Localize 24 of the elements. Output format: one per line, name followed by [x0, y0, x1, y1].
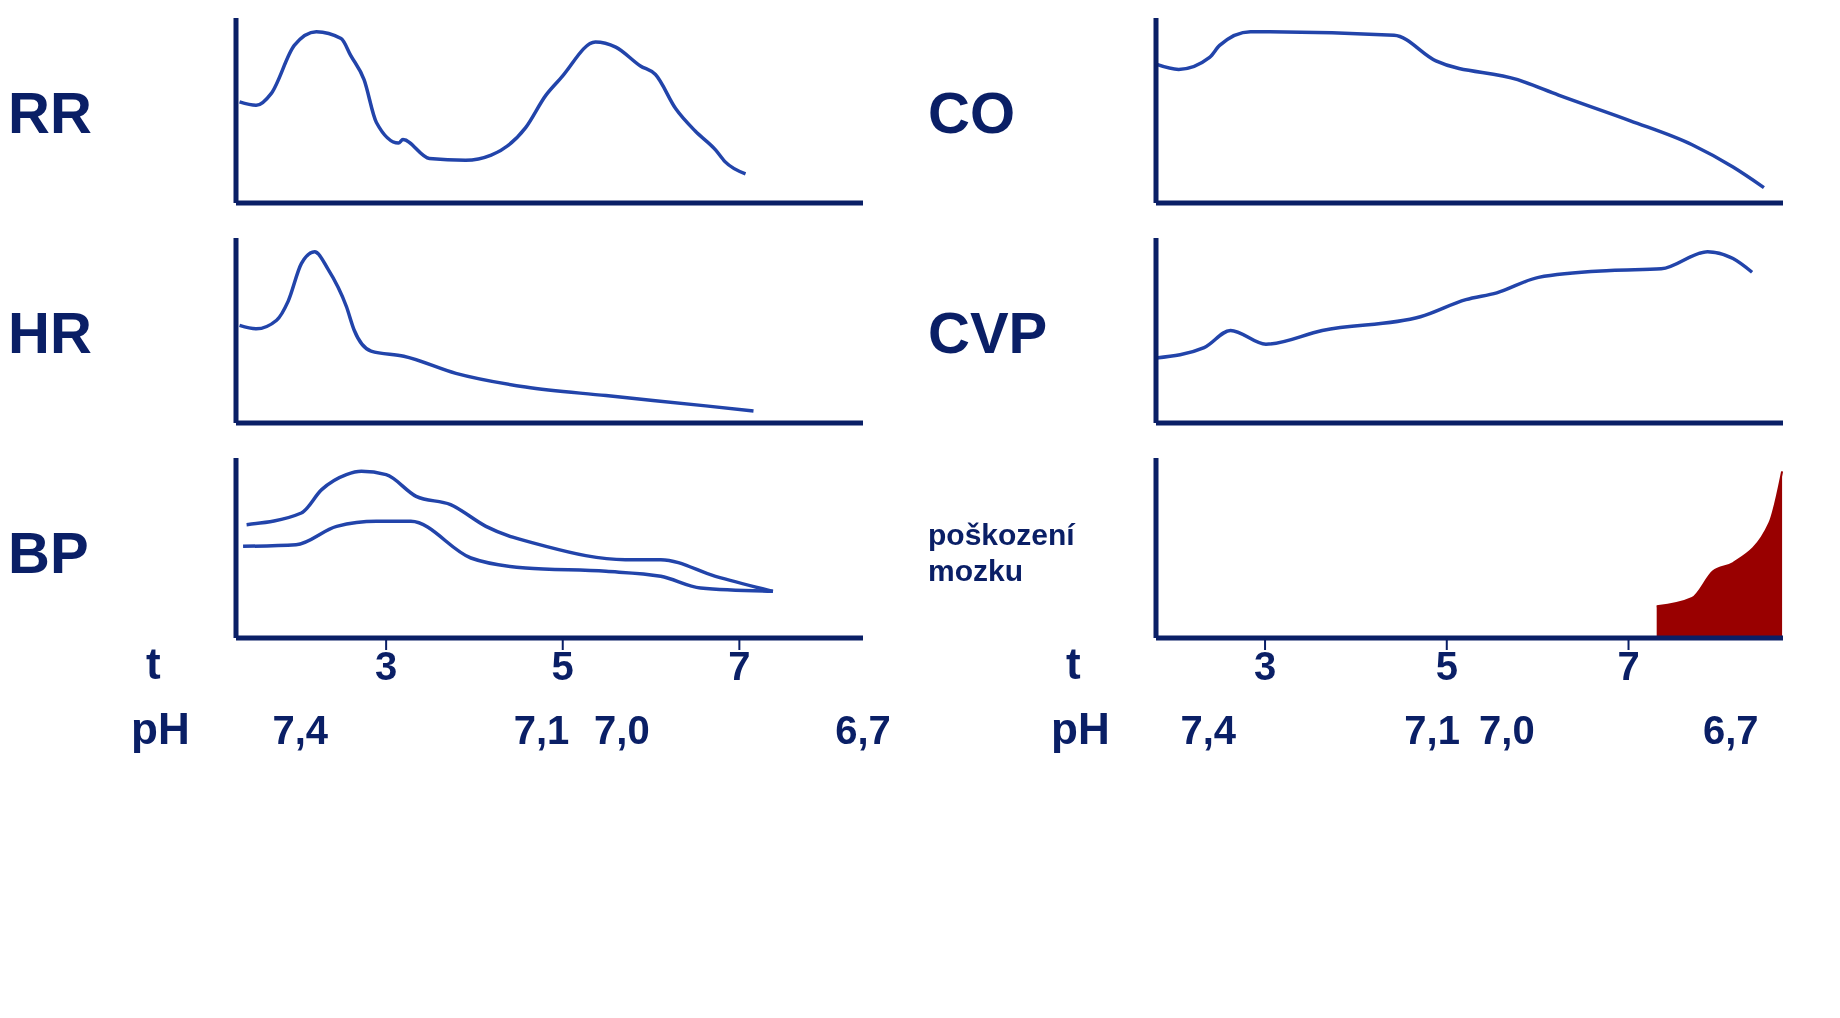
- x-axis-title: t: [1066, 638, 1081, 688]
- y-axis-title: RR: [8, 79, 93, 148]
- x2-tick-label: 7,4: [1180, 708, 1237, 753]
- x2-tick-label: 6,7: [1702, 708, 1759, 753]
- x-tick-label: 5: [1435, 644, 1458, 689]
- y-axis-title: CO: [928, 79, 1016, 148]
- x-tick-label: 3: [1253, 644, 1277, 689]
- x-tick-label: 3: [375, 644, 398, 689]
- x2-axis-title: pH: [131, 703, 190, 753]
- x-tick-label: 7: [1617, 644, 1640, 689]
- y-axis-title: BP: [8, 519, 90, 588]
- x2-tick-label: 7,1: [513, 708, 570, 753]
- x-tick-label: 7: [728, 644, 751, 689]
- x-axis-title: t: [146, 638, 161, 688]
- x2-tick-label: 7,1: [1404, 708, 1460, 753]
- x2-tick-label: 7,4: [272, 708, 329, 753]
- x2-axis-title: pH: [1051, 703, 1110, 753]
- x2-tick-label: 7,0: [594, 708, 650, 753]
- x2-tick-label: 7,0: [1479, 708, 1535, 753]
- x2-tick-label: 6,7: [835, 708, 891, 753]
- y-axis-title: HR: [8, 299, 93, 368]
- y-axis-title: CVP: [928, 299, 1048, 368]
- y-axis-title: poškození mozku: [928, 517, 1075, 589]
- x-tick-label: 5: [551, 644, 574, 689]
